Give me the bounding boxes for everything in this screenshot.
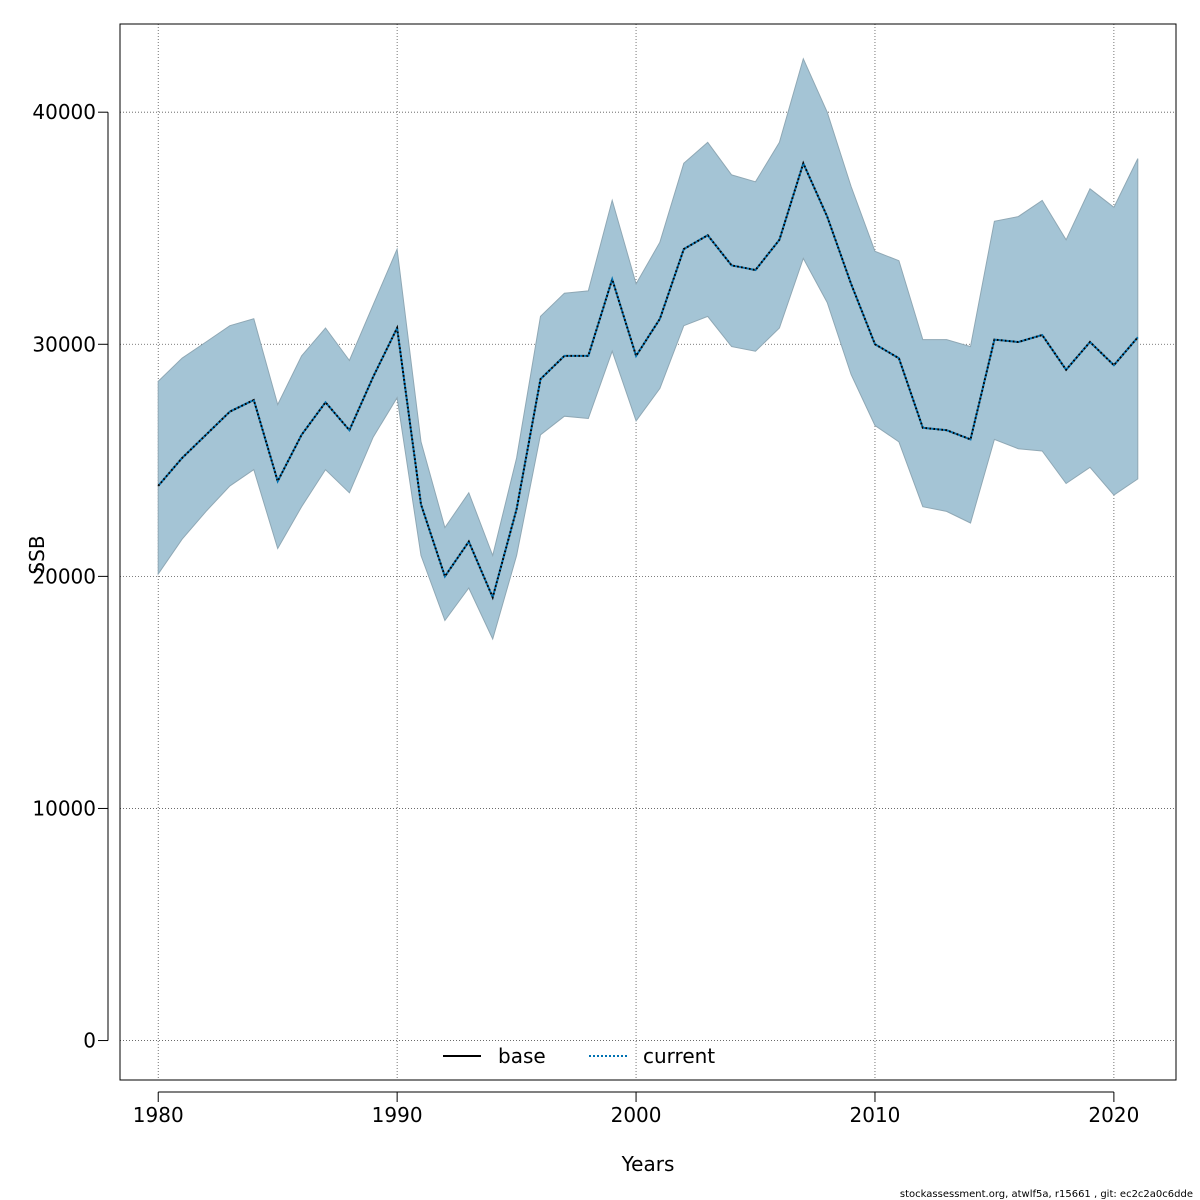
x-axis: 1980 1990 2000 2010 2020 bbox=[133, 1091, 1139, 1127]
x-tick-label: 2000 bbox=[611, 1103, 662, 1127]
legend-label-base: base bbox=[498, 1044, 546, 1068]
grid bbox=[120, 24, 1176, 1080]
x-tick-label: 1990 bbox=[372, 1103, 423, 1127]
confidence-band bbox=[157, 57, 1139, 641]
y-tick-label: 30000 bbox=[32, 332, 96, 356]
y-tick-label: 40000 bbox=[32, 100, 96, 124]
x-tick-label: 1980 bbox=[133, 1103, 184, 1127]
y-tick-label: 20000 bbox=[32, 564, 96, 588]
y-tick-label: 0 bbox=[83, 1029, 96, 1053]
x-axis-title: Years bbox=[621, 1152, 675, 1176]
series-line-base bbox=[157, 160, 1139, 601]
y-axis: 0 10000 20000 30000 40000 bbox=[32, 100, 109, 1053]
plot-frame bbox=[119, 23, 1177, 1081]
x-tick-label: 2010 bbox=[850, 1103, 901, 1127]
legend-label-current: current bbox=[643, 1044, 715, 1068]
y-axis-title: SSB bbox=[25, 535, 49, 574]
x-tick-label: 2020 bbox=[1088, 1103, 1139, 1127]
footer-credit: stockassessment.org, atwlf5a, r15661 , g… bbox=[900, 1189, 1193, 1200]
y-tick-label: 10000 bbox=[32, 796, 96, 820]
legend: base current bbox=[443, 1044, 715, 1068]
